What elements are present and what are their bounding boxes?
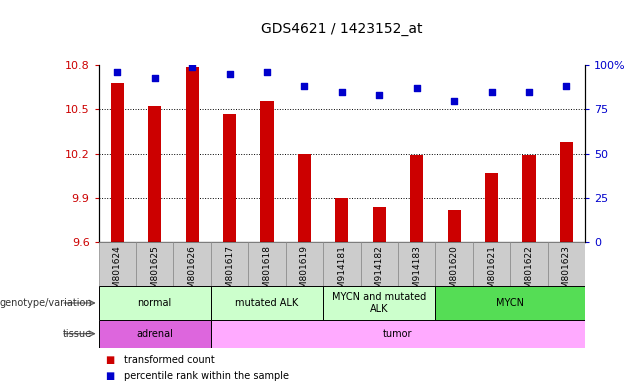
Text: ■: ■ [105,355,114,365]
Text: GSM914182: GSM914182 [375,245,384,300]
Text: GSM801624: GSM801624 [113,245,121,300]
Text: transformed count: transformed count [124,355,215,365]
Bar [510,242,548,286]
Bar [436,286,585,320]
Bar [323,286,436,320]
Text: GSM801620: GSM801620 [450,245,459,300]
Bar [335,198,349,242]
Bar [286,242,323,286]
Point [411,85,422,91]
Bar [548,242,585,286]
Point [149,74,160,81]
Bar [99,242,136,286]
Text: adrenal: adrenal [136,329,173,339]
Bar [361,242,398,286]
Bar [448,210,460,242]
Bar [174,242,211,286]
Text: MYCN: MYCN [496,298,524,308]
Point [487,89,497,95]
Point [112,69,122,75]
Text: mutated ALK: mutated ALK [235,298,299,308]
Text: GSM801617: GSM801617 [225,245,234,300]
Text: GSM801619: GSM801619 [300,245,309,300]
Text: GSM801625: GSM801625 [150,245,159,300]
Bar [211,242,248,286]
Point [562,83,572,89]
Text: GSM914181: GSM914181 [337,245,347,300]
Bar [211,286,323,320]
Bar [298,154,311,242]
Bar [522,155,536,242]
Text: GSM801622: GSM801622 [525,245,534,300]
Bar [398,242,436,286]
Bar [111,83,124,242]
Bar [436,242,473,286]
Bar [261,101,273,242]
Point [337,89,347,95]
Text: GSM801618: GSM801618 [263,245,272,300]
Point [374,92,384,98]
Text: GDS4621 / 1423152_at: GDS4621 / 1423152_at [261,23,422,36]
Bar [373,207,386,242]
Bar [560,142,573,242]
Bar [99,286,211,320]
Point [300,83,310,89]
Bar [248,242,286,286]
Point [187,64,197,70]
Text: genotype/variation: genotype/variation [0,298,92,308]
Text: GSM801626: GSM801626 [188,245,197,300]
Bar [99,320,211,348]
Bar [323,242,361,286]
Text: tissue: tissue [63,329,92,339]
Text: GSM914183: GSM914183 [412,245,421,300]
Point [262,69,272,75]
Text: tumor: tumor [384,329,413,339]
Text: normal: normal [137,298,172,308]
Bar [473,242,510,286]
Point [449,98,459,104]
Bar [223,114,236,242]
Text: ■: ■ [105,371,114,381]
Text: GSM801621: GSM801621 [487,245,496,300]
Point [225,71,235,77]
Bar [136,242,174,286]
Text: percentile rank within the sample: percentile rank within the sample [124,371,289,381]
Bar [211,320,585,348]
Text: MYCN and mutated
ALK: MYCN and mutated ALK [332,292,426,314]
Bar [485,173,498,242]
Bar [410,155,423,242]
Point [524,89,534,95]
Bar [148,106,162,242]
Text: GSM801623: GSM801623 [562,245,571,300]
Bar [186,67,198,242]
